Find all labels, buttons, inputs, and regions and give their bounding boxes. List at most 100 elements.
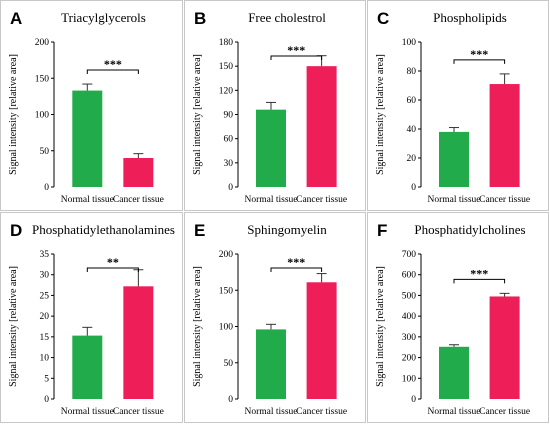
chart-panel-e: E Sphingomyelin 0 50 100 150 200 Signal intensi… bbox=[184, 212, 366, 423]
y-tick-label: 90 bbox=[224, 111, 234, 121]
category-label: Cancer tissue bbox=[113, 195, 164, 205]
significance-bracket bbox=[270, 267, 323, 272]
y-axis-label: Signal intensity [relative area] bbox=[192, 54, 203, 175]
panel-title: Phosphatidylethanolamines bbox=[32, 222, 175, 237]
bar-normal bbox=[439, 346, 469, 399]
panel-frame bbox=[184, 0, 366, 211]
y-tick-label: 30 bbox=[40, 271, 50, 281]
y-axis-label: Signal intensity [relative area] bbox=[192, 266, 203, 387]
panel-letter: C bbox=[377, 9, 389, 28]
y-tick-label: 35 bbox=[40, 250, 50, 260]
category-label: Cancer tissue bbox=[296, 195, 347, 205]
category-label: Cancer tissue bbox=[479, 195, 530, 205]
y-tick-label: 0 bbox=[411, 183, 416, 193]
bar-normal bbox=[439, 131, 469, 187]
panel-frame bbox=[0, 0, 183, 211]
bar-cancer bbox=[123, 158, 154, 187]
y-tick-label: 0 bbox=[44, 183, 49, 193]
category-label: Normal tissue bbox=[427, 195, 480, 205]
panel-letter: B bbox=[194, 9, 206, 28]
y-tick-label: 150 bbox=[219, 286, 234, 296]
y-tick-label: 400 bbox=[402, 312, 417, 322]
y-tick-label: 200 bbox=[35, 38, 50, 48]
y-tick-label: 20 bbox=[40, 312, 50, 322]
category-label: Cancer tissue bbox=[113, 407, 164, 417]
y-axis-label: Signal intensity [relative area] bbox=[375, 54, 386, 175]
chart-panel-a: A Triacylglycerols 0 50 100 150 200 Signal inte… bbox=[0, 0, 183, 211]
y-tick-label: 600 bbox=[402, 271, 417, 281]
panel-frame bbox=[0, 212, 183, 423]
y-axis-label: Signal intensity [relative area] bbox=[375, 266, 386, 387]
y-tick-label: 0 bbox=[228, 395, 233, 405]
panel-title: Triacylglycerols bbox=[61, 10, 146, 25]
significance-bracket bbox=[86, 69, 139, 75]
category-label: Normal tissue bbox=[244, 407, 297, 417]
chart-panel-d: D Phosphatidylethanolamines 0 5 10 15 20 25 30 35… bbox=[0, 212, 183, 423]
bar-normal bbox=[256, 109, 286, 187]
y-tick-label: 15 bbox=[40, 333, 50, 343]
chart-panel-c: C Phospholipids 0 20 40 60 80 100 Signal intensi… bbox=[367, 0, 549, 211]
bar-cancer bbox=[489, 84, 520, 187]
panel-letter: F bbox=[377, 221, 387, 240]
panel-frame bbox=[184, 212, 366, 423]
y-tick-label: 50 bbox=[40, 147, 50, 157]
category-label: Cancer tissue bbox=[479, 407, 530, 417]
y-tick-label: 80 bbox=[407, 67, 417, 77]
chart-panel-f: F Phosphatidylcholines 0 100 200 300 400 500 600… bbox=[367, 212, 549, 423]
y-tick-label: 100 bbox=[35, 111, 50, 121]
bar-cancer bbox=[489, 296, 520, 399]
significance-bracket bbox=[453, 278, 506, 284]
y-tick-label: 25 bbox=[40, 291, 50, 301]
y-tick-label: 700 bbox=[402, 250, 417, 260]
y-tick-label: 100 bbox=[402, 38, 417, 48]
y-tick-label: 60 bbox=[224, 135, 234, 145]
y-tick-label: 200 bbox=[402, 354, 417, 364]
y-tick-label: 500 bbox=[402, 291, 417, 301]
panel-letter: D bbox=[10, 221, 22, 240]
significance-marker: *** bbox=[470, 266, 488, 280]
category-label: Normal tissue bbox=[61, 195, 114, 205]
y-tick-label: 200 bbox=[219, 250, 234, 260]
significance-marker: ** bbox=[107, 255, 119, 269]
significance-marker: *** bbox=[104, 57, 122, 71]
bar-normal bbox=[72, 90, 103, 187]
chart-panel-b: B Free cholestrol 0 30 60 90 120 150 180 Signal i… bbox=[184, 0, 366, 211]
y-tick-label: 300 bbox=[402, 333, 417, 343]
category-label: Normal tissue bbox=[244, 195, 297, 205]
y-tick-label: 150 bbox=[35, 74, 50, 84]
category-label: Normal tissue bbox=[61, 407, 114, 417]
panel-letter: A bbox=[10, 9, 22, 28]
y-tick-label: 0 bbox=[228, 183, 233, 193]
significance-bracket bbox=[270, 55, 323, 60]
panel-letter: E bbox=[194, 221, 205, 240]
panel-title: Free cholestrol bbox=[248, 10, 326, 25]
significance-marker: *** bbox=[470, 47, 488, 61]
y-tick-label: 150 bbox=[219, 62, 234, 72]
significance-bracket bbox=[86, 267, 139, 272]
significance-marker: *** bbox=[287, 255, 305, 269]
y-axis-label: Signal intensity [relative area] bbox=[8, 266, 19, 387]
y-tick-label: 20 bbox=[407, 154, 417, 164]
panel-title: Phosphatidylcholines bbox=[414, 222, 525, 237]
y-tick-label: 60 bbox=[407, 96, 417, 106]
significance-bracket bbox=[453, 59, 506, 64]
y-tick-label: 120 bbox=[219, 86, 234, 96]
y-tick-label: 40 bbox=[407, 125, 417, 135]
y-tick-label: 180 bbox=[219, 38, 234, 48]
y-tick-label: 0 bbox=[44, 395, 49, 405]
category-label: Cancer tissue bbox=[296, 407, 347, 417]
bar-cancer bbox=[306, 66, 337, 187]
y-tick-label: 100 bbox=[402, 374, 417, 384]
bar-cancer bbox=[123, 286, 154, 399]
y-tick-label: 0 bbox=[411, 395, 416, 405]
y-tick-label: 10 bbox=[40, 354, 50, 364]
panel-frame bbox=[367, 0, 549, 211]
panel-frame bbox=[367, 212, 549, 423]
y-tick-label: 5 bbox=[44, 374, 49, 384]
significance-marker: *** bbox=[287, 43, 305, 57]
y-tick-label: 100 bbox=[219, 323, 234, 333]
category-label: Normal tissue bbox=[427, 407, 480, 417]
panel-title: Sphingomyelin bbox=[247, 222, 327, 237]
bar-cancer bbox=[306, 282, 337, 399]
